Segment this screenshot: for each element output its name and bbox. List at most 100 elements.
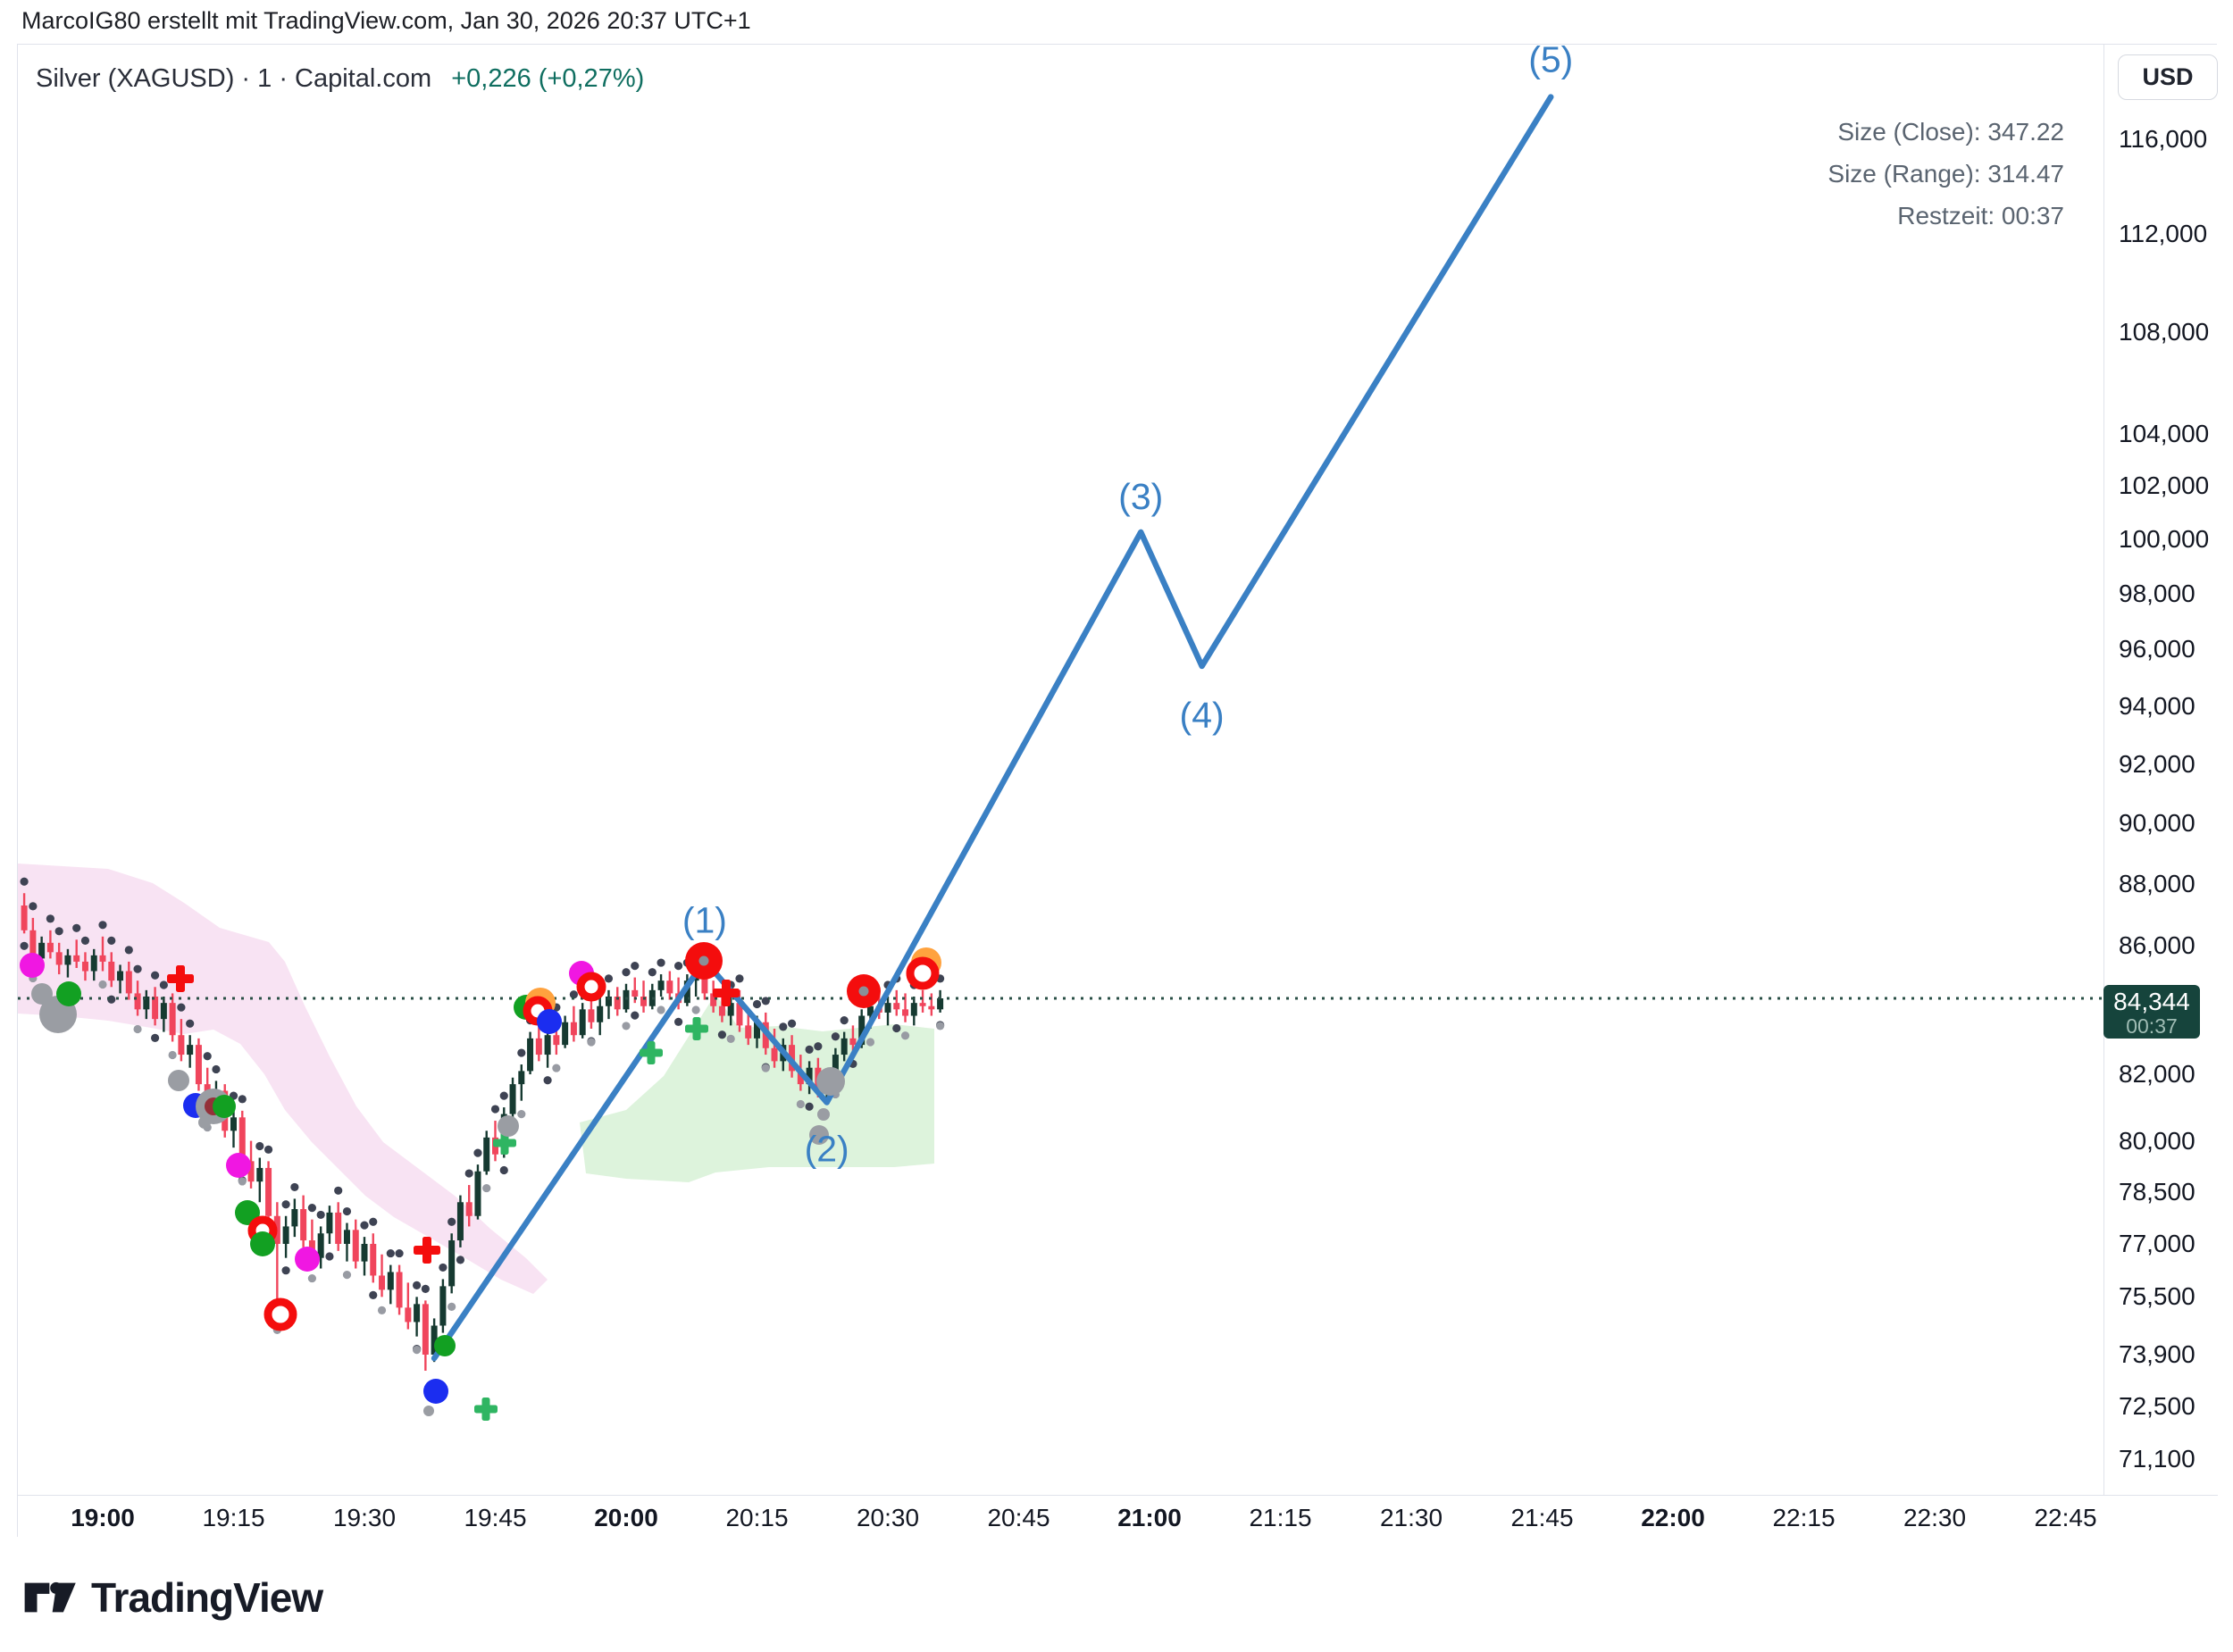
candle-up[interactable] [562, 1022, 569, 1046]
y-axis-label: 73,900 [2119, 1339, 2195, 1368]
candle-up[interactable] [439, 1286, 447, 1326]
candle-up[interactable] [727, 1003, 734, 1016]
candle-up[interactable] [858, 1015, 866, 1046]
candle-down[interactable] [335, 1212, 342, 1244]
candle-up[interactable] [509, 1084, 516, 1114]
candle-down[interactable] [29, 930, 37, 959]
candle-up[interactable] [448, 1240, 456, 1287]
candle-down[interactable] [265, 1167, 272, 1216]
candle-down[interactable] [379, 1275, 386, 1290]
candle-down[interactable] [396, 1272, 403, 1308]
candle-up[interactable] [117, 971, 124, 981]
candle-up[interactable] [187, 1045, 194, 1055]
candle-down[interactable] [125, 971, 132, 994]
candle-up[interactable] [657, 980, 665, 990]
candle-up[interactable] [326, 1212, 333, 1234]
candle-up[interactable] [518, 1071, 525, 1085]
candle-up[interactable] [361, 1243, 368, 1262]
candle-up[interactable] [623, 989, 630, 1010]
candle-up[interactable] [431, 1325, 438, 1355]
candle-down[interactable] [108, 961, 115, 981]
candle-up[interactable] [256, 1167, 263, 1182]
candle-down[interactable] [99, 955, 106, 962]
candle-up[interactable] [832, 1055, 839, 1078]
candle-up[interactable] [754, 1022, 761, 1039]
candle-down[interactable] [849, 1038, 857, 1046]
candle-up[interactable] [343, 1230, 350, 1244]
candle-down[interactable] [614, 996, 621, 1010]
candle-down[interactable] [570, 1022, 577, 1036]
candle-up[interactable] [143, 996, 150, 1010]
candle-up[interactable] [414, 1304, 421, 1322]
time-scale[interactable]: 19:00 19:15 19:30 19:45 20:00 20:15 20:30 20:45… [18, 1495, 2218, 1537]
candle-down[interactable] [631, 989, 639, 997]
candle-up[interactable] [937, 998, 944, 1010]
candle-down[interactable] [81, 961, 88, 972]
candle-down[interactable] [238, 1117, 246, 1162]
candle-down[interactable] [666, 980, 673, 994]
candle-up[interactable] [579, 1009, 586, 1036]
candle-down[interactable] [300, 1209, 307, 1241]
candle-down[interactable] [893, 1003, 900, 1010]
candle-up[interactable] [527, 1038, 534, 1072]
candle-down[interactable] [169, 1003, 176, 1036]
candle-up[interactable] [317, 1233, 324, 1258]
candle-down[interactable] [640, 996, 648, 1006]
candle-down[interactable] [247, 1161, 255, 1182]
candle-down[interactable] [73, 955, 80, 962]
candle-up[interactable] [910, 1003, 917, 1016]
candle-up[interactable] [456, 1202, 464, 1241]
candle-up[interactable] [605, 996, 612, 1006]
candle-up[interactable] [38, 942, 46, 959]
candle-down[interactable] [465, 1202, 473, 1216]
candle-down[interactable] [134, 993, 141, 1010]
candle-up[interactable] [90, 955, 97, 972]
candle-up[interactable] [64, 955, 71, 965]
candle-down[interactable] [46, 942, 54, 953]
candle-up[interactable] [282, 1226, 289, 1244]
candle-up[interactable] [683, 980, 690, 1004]
elliott-wave-line[interactable] [431, 94, 1554, 1362]
candle-down[interactable] [535, 1038, 542, 1055]
candle-down[interactable] [928, 1005, 935, 1010]
price-scale[interactable]: 116,000 112,000 108,000 104,000 102,000 100,0… [2103, 45, 2218, 1495]
candle-down[interactable] [405, 1307, 412, 1322]
candle-down[interactable] [352, 1230, 359, 1262]
candle-down[interactable] [797, 1071, 804, 1085]
candle-down[interactable] [21, 905, 28, 930]
candle-down[interactable] [718, 1005, 725, 1016]
candle-down[interactable] [195, 1045, 202, 1085]
tradingview-logo[interactable]: TradingView [23, 1573, 323, 1622]
candle-down[interactable] [771, 1047, 778, 1062]
candle-up[interactable] [230, 1117, 238, 1131]
candle-up[interactable] [597, 1005, 604, 1022]
candle-up[interactable] [474, 1171, 481, 1216]
last-price-value: 84,344 [2113, 988, 2190, 1015]
candle-up[interactable] [806, 1067, 813, 1085]
candle-down[interactable] [588, 1009, 595, 1022]
price-chart-canvas[interactable]: (1) (2) (3) (4) (5) [18, 45, 2103, 1495]
candle-down[interactable] [701, 971, 708, 994]
candle-up[interactable] [866, 1005, 874, 1016]
candle-down[interactable] [553, 1035, 560, 1046]
chart-legend[interactable]: Silver (XAGUSD) · 1 · Capital.com +0,226… [36, 64, 644, 94]
candle-up[interactable] [483, 1137, 490, 1172]
candle-up[interactable] [841, 1038, 848, 1055]
candle-down[interactable] [902, 1009, 909, 1016]
candle-down[interactable] [370, 1243, 377, 1276]
candle-down[interactable] [710, 993, 717, 1006]
candle-down[interactable] [736, 1003, 743, 1026]
candle-down[interactable] [745, 1025, 752, 1039]
candle-down[interactable] [422, 1304, 429, 1355]
candle-up[interactable] [387, 1272, 394, 1290]
candle-up[interactable] [884, 1003, 891, 1013]
candle-up[interactable] [160, 1003, 167, 1020]
candle-down[interactable] [55, 952, 63, 965]
candle-down[interactable] [152, 996, 159, 1020]
wick-dot-high [133, 964, 142, 973]
candle-up[interactable] [291, 1209, 298, 1227]
candle-down[interactable] [919, 1003, 926, 1006]
candle-up[interactable] [544, 1035, 551, 1055]
candle-down[interactable] [178, 1035, 185, 1055]
currency-toggle-button[interactable]: USD [2118, 54, 2218, 100]
